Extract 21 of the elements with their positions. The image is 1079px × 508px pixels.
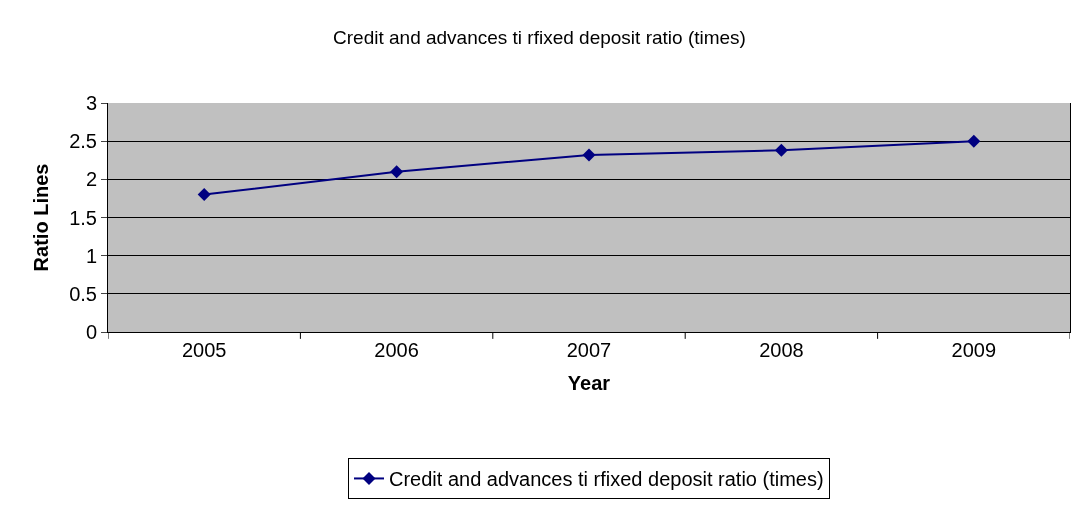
y-axis-title: Ratio Lines xyxy=(29,163,52,272)
point xyxy=(390,165,404,179)
y-tick-label: 0.5 xyxy=(69,282,97,305)
y-tick-label: 2 xyxy=(85,168,97,191)
y-tick-label: 0 xyxy=(85,321,97,343)
x-tick-label: 2007 xyxy=(566,339,612,361)
y-tick-label: 2.5 xyxy=(69,130,97,153)
point xyxy=(197,188,211,202)
legend-label: Credit and advances ti rfixed deposit ratio (times) xyxy=(389,468,824,491)
x-axis-title: Year xyxy=(567,371,611,394)
x-tick-label: 2009 xyxy=(951,339,997,361)
point xyxy=(774,143,788,157)
point xyxy=(967,134,981,148)
x-tick-label: 2005 xyxy=(181,339,227,361)
y-tick-label: 3 xyxy=(85,92,97,114)
y-tick-label: 1.5 xyxy=(69,206,97,229)
point xyxy=(582,148,596,162)
y-tick-label: 1 xyxy=(85,244,97,267)
x-tick-label: 2008 xyxy=(759,339,804,361)
chart-title: Credit and advances ti rfixed deposit ratio (times) xyxy=(333,26,746,48)
x-tick-label: 2006 xyxy=(374,339,419,361)
